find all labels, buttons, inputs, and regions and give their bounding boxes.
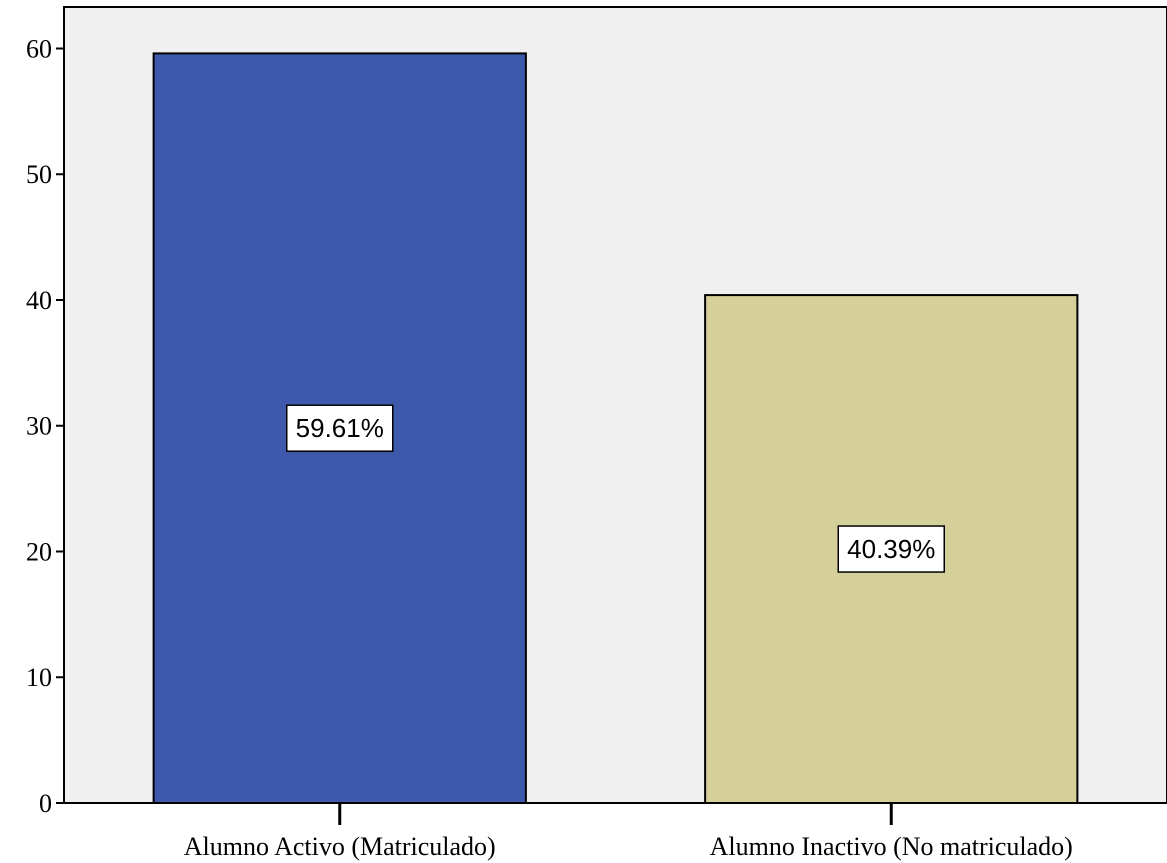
y-tick-label: 60 [26, 34, 52, 63]
x-category-label: Alumno Inactivo (No matriculado) [710, 832, 1073, 861]
y-tick-label: 30 [26, 412, 52, 441]
data-label-box [286, 404, 394, 452]
x-category-label: Alumno Activo (Matriculado) [184, 832, 496, 861]
y-axis: 0 10 20 30 40 50 60 [26, 34, 64, 818]
data-label: 59.61% [296, 413, 384, 443]
y-tick-label: 40 [26, 286, 52, 315]
bars: 59.61% 40.39% [152, 52, 1079, 804]
y-tick-label: 50 [26, 160, 52, 189]
y-tick-label: 20 [26, 537, 52, 566]
y-tick-label: 0 [39, 789, 52, 818]
x-axis: Alumno Activo (Matriculado) Alumno Inacti… [184, 803, 1073, 861]
y-tick-label: 10 [26, 663, 52, 692]
data-label-box [837, 525, 945, 573]
data-label: 40.39% [847, 534, 935, 564]
